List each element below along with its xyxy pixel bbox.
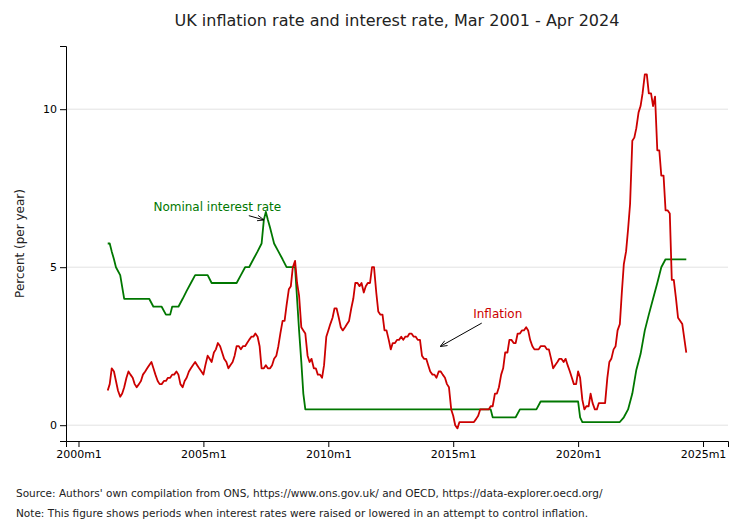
x-tick: 2020m1 [556,441,602,461]
y-tick-label: 10 [43,103,57,116]
x-tick-label: 2020m1 [556,448,602,461]
x-tick-label: 2025m1 [681,448,727,461]
y-tick: 5 [50,261,66,274]
x-tick-label: 2015m1 [431,448,477,461]
y-tick: 0 [50,419,66,432]
x-tick-mark [703,441,704,447]
y-axis: 0 5 10 [43,47,67,442]
y-tick-mark [60,267,66,268]
y-tick: 10 [43,103,66,116]
x-tick: 2005m1 [181,441,227,461]
x-tick: 2015m1 [431,441,477,461]
x-tick-mark [328,441,329,447]
grid-line [66,109,728,110]
source-text: Source: Authors' own compilation from ON… [16,487,603,499]
x-tick: 2010m1 [306,441,352,461]
annotation-text: Inflation [473,307,522,321]
grid-line [66,425,728,426]
annotation-text: Nominal interest rate [153,200,281,214]
x-tick-mark [453,441,454,447]
y-axis-title: Percent (per year) [13,189,27,298]
x-tick: 2025m1 [681,441,727,461]
y-axis-line [60,47,67,442]
x-tick-label: 2010m1 [306,448,352,461]
y-tick-mark [60,109,66,110]
x-axis: 2000m1 2005m1 2010m1 2015m1 2020m1 2025m1 [56,441,728,461]
series-group [108,74,687,428]
chart: 2000m1 2005m1 2010m1 2015m1 2020m1 2025m1 0 5 10… [0,0,754,531]
series-line [108,74,687,428]
grid [66,109,728,425]
annotation-arrow [441,323,482,346]
y-tick-mark [60,425,66,426]
x-tick-mark [578,441,579,447]
grid-line [66,267,728,268]
y-tick-label: 0 [50,419,57,432]
x-tick-label: 2000m1 [56,448,102,461]
plot: 2000m1 2005m1 2010m1 2015m1 2020m1 2025m1 0 5 10… [43,47,729,461]
x-tick-mark [203,441,204,447]
x-axis-line [67,442,729,448]
note-text: Note: This figure shows periods when int… [16,507,588,519]
annotation-arrow [249,216,264,220]
x-tick: 2000m1 [56,441,102,461]
y-tick-label: 5 [50,261,57,274]
x-tick-mark [78,441,79,447]
x-tick-label: 2005m1 [181,448,227,461]
title: UK inflation rate and interest rate, Mar… [175,11,620,30]
series-line [108,212,687,422]
annotations: Nominal interest rate Inflation [153,200,522,347]
